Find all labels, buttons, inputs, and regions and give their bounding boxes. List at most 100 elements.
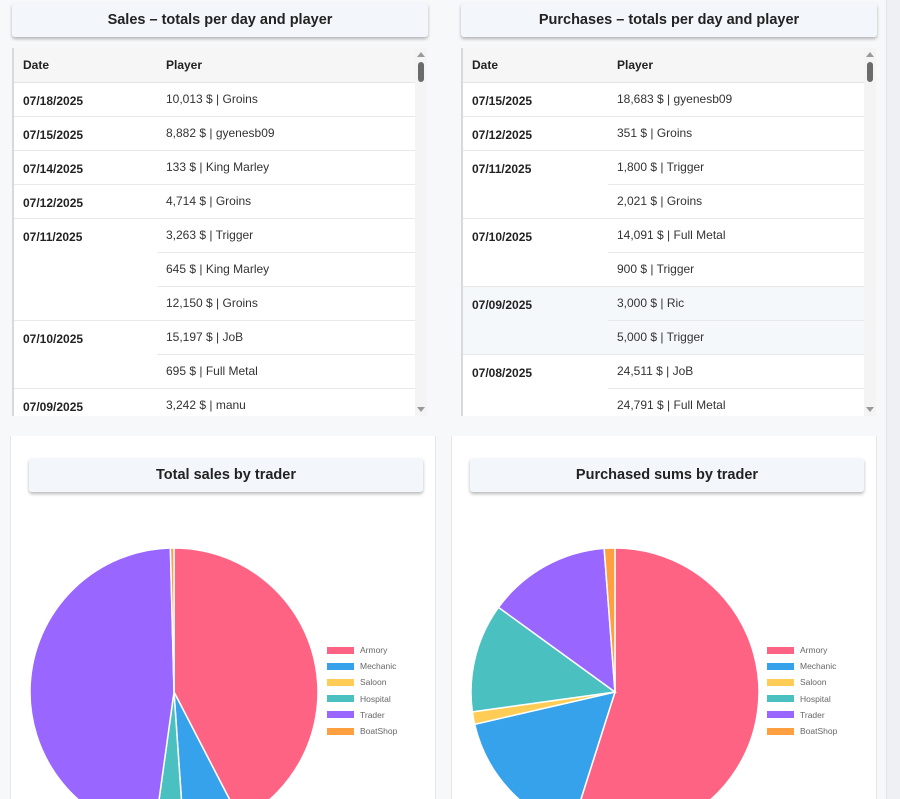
table-row[interactable]: 07/18/2025 10,013 $ | Groins — [14, 82, 416, 117]
legend-swatch — [767, 646, 794, 654]
legend-swatch — [327, 662, 354, 670]
table-row[interactable]: 07/09/2025 3,242 $ | manu — [14, 388, 416, 416]
pie-slice-armory[interactable] — [173, 547, 319, 799]
legend-item-hospital[interactable]: Hospital — [327, 691, 397, 707]
legend-swatch — [327, 646, 354, 654]
row-player-total: 15,197 $ | JoB — [157, 320, 416, 355]
table-row[interactable]: 07/15/2025 8,882 $ | gyenesb09 — [14, 116, 416, 151]
table-row[interactable]: 07/11/2025 3,263 $ | Trigger — [14, 218, 416, 321]
legend-item-saloon[interactable]: Saloon — [327, 674, 397, 690]
row-date: 07/08/2025 — [463, 354, 608, 416]
legend-item-saloon[interactable]: Saloon — [767, 674, 837, 690]
sales-table-header: Date Player — [14, 48, 416, 83]
scroll-thumb[interactable] — [867, 62, 873, 82]
legend-label: Mechanic — [360, 661, 397, 672]
purchases-panel: Purchases – totals per day and player — [461, 0, 877, 420]
row-player-total: 3,000 $ | Ric — [608, 286, 865, 321]
purchases-scrollbar[interactable] — [864, 48, 876, 416]
sales-table: Date Player 07/18/2025 10,013 $ | Groins 0… — [14, 48, 416, 416]
legend-label: Saloon — [800, 677, 827, 688]
table-row[interactable]: 07/11/2025 1,800 $ | Trigger — [463, 150, 865, 219]
pie-slice-trader[interactable] — [497, 547, 616, 694]
table-row[interactable]: 645 $ | King Marley — [14, 252, 416, 287]
table-row[interactable]: 900 $ | Trigger — [463, 252, 865, 287]
row-player-total: 24,791 $ | Full Metal — [608, 388, 865, 416]
row-date: 07/11/2025 — [463, 150, 608, 219]
row-player-total: 1,800 $ | Trigger — [608, 150, 865, 185]
legend-label: BoatShop — [800, 726, 838, 737]
table-row[interactable]: 07/15/2025 18,683 $ | gyenesb09 — [463, 82, 865, 117]
sales-table-wrap[interactable]: Date Player 07/18/2025 10,013 $ | Groins 0… — [12, 48, 416, 416]
purchases-col-date[interactable]: Date — [463, 48, 608, 83]
table-row[interactable]: 07/10/2025 14,091 $ | Full Metal — [463, 218, 865, 287]
row-player-total: 12,150 $ | Groins — [157, 286, 416, 321]
legend-swatch — [767, 662, 794, 670]
legend-item-hospital[interactable]: Hospital — [767, 691, 837, 707]
row-date: 07/09/2025 — [463, 286, 608, 355]
pie-slice-trader[interactable] — [29, 547, 175, 799]
legend-swatch — [327, 695, 354, 703]
purchases-chart-legend: Armory Mechanic Saloon Hospital Trader BoatSh… — [767, 642, 837, 739]
legend-swatch — [767, 695, 794, 703]
sales-col-date[interactable]: Date — [14, 48, 157, 83]
pie-slice-mechanic[interactable] — [473, 690, 617, 799]
row-player-total: 5,000 $ | Trigger — [608, 320, 865, 355]
legend-swatch — [327, 727, 354, 735]
sales-col-player[interactable]: Player — [157, 48, 416, 83]
row-date: 07/15/2025 — [14, 116, 157, 151]
legend-item-trader[interactable]: Trader — [327, 707, 397, 723]
table-row[interactable]: 24,791 $ | Full Metal — [463, 388, 865, 416]
row-date: 07/18/2025 — [14, 82, 157, 117]
legend-label: Armory — [360, 645, 388, 656]
table-row[interactable]: 12,150 $ | Groins — [14, 286, 416, 321]
purchases-pie-chart[interactable] — [451, 436, 877, 799]
row-player-total: 14,091 $ | Full Metal — [608, 218, 865, 253]
purchases-table-wrap[interactable]: Date Player 07/15/2025 18,683 $ | gyenesb… — [461, 48, 865, 416]
sales-panel: Sales – totals per day and player — [12, 0, 428, 420]
scroll-thumb[interactable] — [418, 62, 424, 82]
legend-swatch — [767, 678, 794, 686]
scroll-up-icon[interactable] — [866, 52, 874, 57]
purchases-col-player[interactable]: Player — [608, 48, 865, 83]
table-row[interactable]: 2,021 $ | Groins — [463, 184, 865, 219]
legend-label: Hospital — [360, 693, 391, 704]
pie-slice-boatshop[interactable] — [169, 547, 175, 693]
row-player-total: 351 $ | Groins — [608, 116, 865, 151]
table-row[interactable]: 07/08/2025 24,511 $ | JoB — [463, 354, 865, 416]
table-row[interactable]: 695 $ | Full Metal — [14, 354, 416, 389]
table-row[interactable]: 07/12/2025 4,714 $ | Groins — [14, 184, 416, 219]
pie-slice-armory[interactable] — [571, 547, 760, 799]
table-row[interactable]: 07/14/2025 133 $ | King Marley — [14, 150, 416, 185]
row-player-total: 8,882 $ | gyenesb09 — [157, 116, 416, 151]
scroll-down-icon[interactable] — [417, 407, 425, 412]
scroll-up-icon[interactable] — [417, 52, 425, 57]
legend-item-trader[interactable]: Trader — [767, 707, 837, 723]
sales-title: Sales – totals per day and player — [12, 3, 428, 37]
pie-slice-hospital[interactable] — [154, 691, 184, 799]
legend-swatch — [327, 678, 354, 686]
legend-label: Trader — [800, 709, 825, 720]
pie-slice-hospital[interactable] — [470, 606, 617, 713]
sales-chart-title: Total sales by trader — [29, 458, 423, 492]
pie-slice-boatshop[interactable] — [603, 547, 616, 693]
legend-item-boatshop[interactable]: BoatShop — [327, 723, 397, 739]
legend-item-armory[interactable]: Armory — [327, 642, 397, 658]
legend-item-mechanic[interactable]: Mechanic — [327, 658, 397, 674]
legend-label: Trader — [360, 709, 385, 720]
legend-swatch — [767, 727, 794, 735]
scroll-down-icon[interactable] — [866, 407, 874, 412]
table-row[interactable]: 07/09/2025 3,000 $ | Ric — [463, 286, 865, 355]
sales-scrollbar[interactable] — [415, 48, 427, 416]
legend-item-mechanic[interactable]: Mechanic — [767, 658, 837, 674]
sales-pie-chart[interactable] — [10, 436, 436, 799]
legend-item-armory[interactable]: Armory — [767, 642, 837, 658]
legend-label: Saloon — [360, 677, 387, 688]
row-player-total: 24,511 $ | JoB — [608, 354, 865, 389]
legend-item-boatshop[interactable]: BoatShop — [767, 723, 837, 739]
row-player-total: 645 $ | King Marley — [157, 252, 416, 287]
table-row[interactable]: 07/12/2025 351 $ | Groins — [463, 116, 865, 151]
table-row[interactable]: 5,000 $ | Trigger — [463, 320, 865, 355]
pie-slice-mechanic[interactable] — [173, 691, 240, 799]
table-row[interactable]: 07/10/2025 15,197 $ | JoB — [14, 320, 416, 389]
row-date: 07/14/2025 — [14, 150, 157, 185]
